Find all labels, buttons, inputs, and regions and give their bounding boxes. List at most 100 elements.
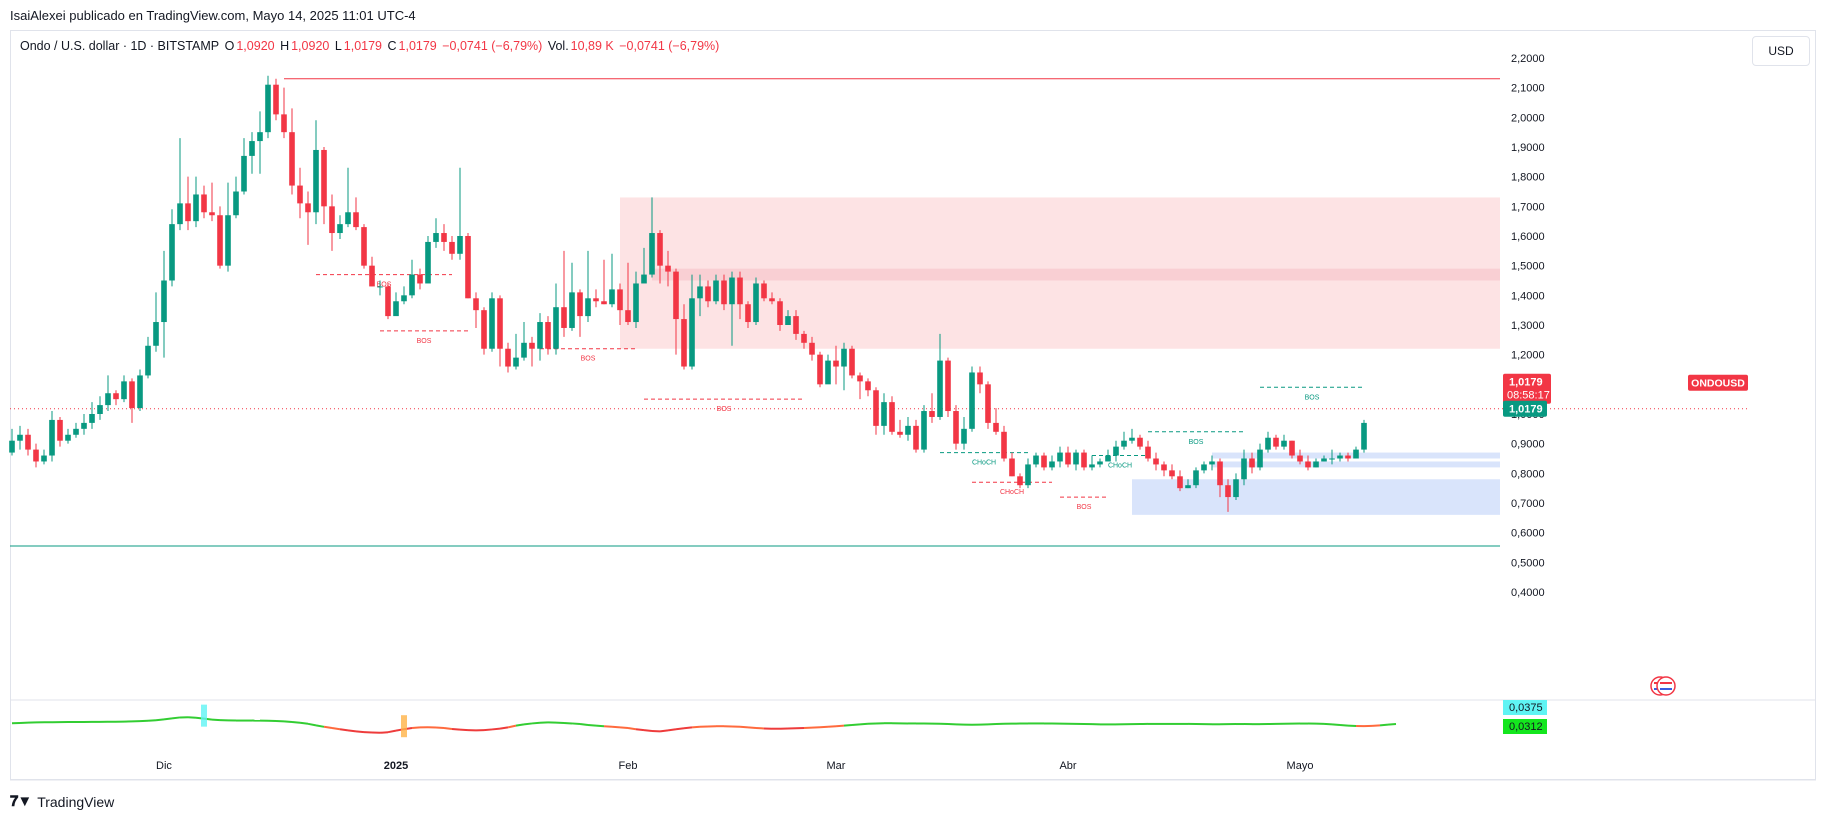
oscillator-segment bbox=[163, 717, 173, 721]
candle-body bbox=[529, 342, 535, 349]
structure-label: BOS bbox=[1189, 439, 1204, 446]
candle-body bbox=[121, 381, 127, 400]
candle-body bbox=[217, 215, 223, 266]
candle bbox=[1049, 455, 1055, 471]
oscillator-segment bbox=[579, 723, 589, 726]
candle bbox=[793, 310, 799, 340]
candle-body bbox=[737, 277, 743, 305]
candle-body bbox=[841, 348, 847, 367]
candle bbox=[1097, 458, 1103, 468]
candle bbox=[441, 224, 447, 251]
candle-body bbox=[1353, 449, 1359, 459]
last-price-tag bbox=[1503, 373, 1551, 404]
candle-body bbox=[89, 414, 95, 423]
candle-body bbox=[1321, 458, 1327, 462]
candle-body bbox=[601, 301, 607, 305]
candle bbox=[305, 191, 311, 245]
oscillator-segment bbox=[379, 731, 389, 734]
candle bbox=[33, 443, 39, 468]
candle bbox=[481, 307, 487, 355]
candle-body bbox=[33, 449, 39, 462]
candle-body bbox=[97, 405, 103, 414]
x-tick-label: Mayo bbox=[1287, 760, 1314, 772]
candle-body bbox=[153, 322, 159, 346]
candle bbox=[961, 416, 967, 450]
candle-body bbox=[1097, 461, 1103, 465]
candle bbox=[209, 182, 215, 222]
y-tick-label: 0,7000 bbox=[1511, 498, 1545, 510]
candle-body bbox=[1065, 452, 1071, 465]
candle-body bbox=[745, 304, 751, 323]
candle-body bbox=[1305, 461, 1311, 468]
structure-label: BOS bbox=[417, 338, 432, 345]
candle-body bbox=[1169, 470, 1175, 477]
brand-name[interactable]: TradingView bbox=[37, 793, 115, 810]
candle bbox=[625, 262, 631, 325]
candle-body bbox=[825, 360, 831, 385]
candle-body bbox=[9, 440, 15, 453]
candle bbox=[689, 274, 695, 370]
structure-label: BOS bbox=[377, 282, 392, 289]
candle bbox=[985, 381, 991, 429]
candle-body bbox=[713, 280, 719, 302]
candle bbox=[457, 167, 463, 260]
candle bbox=[905, 416, 911, 441]
candle-body bbox=[169, 224, 175, 281]
candle bbox=[633, 271, 639, 328]
candle bbox=[1209, 455, 1215, 471]
candle bbox=[937, 333, 943, 420]
candle bbox=[489, 292, 495, 352]
candle bbox=[377, 280, 383, 296]
candle bbox=[1161, 461, 1167, 477]
symbol-title[interactable]: Ondo / U.S. dollar · 1D · BITSTAMP bbox=[20, 39, 220, 53]
oscillator-segment bbox=[523, 722, 533, 726]
oscillator-segment bbox=[1331, 723, 1341, 726]
candle-body bbox=[913, 425, 919, 450]
currency-button[interactable]: USD bbox=[1752, 36, 1810, 66]
y-tick-label: 1,9000 bbox=[1511, 142, 1545, 154]
y-tick-label: 0,8000 bbox=[1511, 468, 1545, 480]
candle bbox=[1201, 461, 1207, 474]
candle bbox=[521, 322, 527, 361]
candle-body bbox=[785, 316, 791, 325]
tradingview-logo-icon[interactable]: 𝟕▼ bbox=[10, 793, 32, 810]
candle-body bbox=[1081, 452, 1087, 468]
candle-body bbox=[1193, 470, 1199, 486]
candle bbox=[929, 393, 935, 423]
oscillator-segment bbox=[739, 725, 749, 729]
green-price-text: 1,0179 bbox=[1509, 404, 1543, 416]
candle bbox=[337, 215, 343, 239]
candle bbox=[137, 369, 143, 412]
candle bbox=[105, 375, 111, 412]
candle bbox=[1289, 440, 1295, 459]
candle-body bbox=[281, 114, 287, 133]
oscillator-segment bbox=[451, 727, 461, 731]
candle-body bbox=[1105, 455, 1111, 462]
candle bbox=[1321, 455, 1327, 462]
oscillator-segment bbox=[827, 725, 837, 728]
volume-value: 10,89 K bbox=[570, 39, 614, 53]
candle bbox=[1361, 419, 1367, 453]
oscillator-segment bbox=[339, 728, 349, 732]
candle bbox=[1177, 470, 1183, 492]
oscillator-tag-top bbox=[1503, 700, 1547, 715]
candle-body bbox=[273, 84, 279, 115]
candle bbox=[865, 378, 871, 397]
oscillator-segment bbox=[315, 724, 325, 728]
open-value: 1,0920 bbox=[236, 39, 275, 53]
y-tick-label: 1,2000 bbox=[1511, 350, 1545, 362]
candle bbox=[681, 304, 687, 370]
candle-body bbox=[225, 215, 231, 266]
candle-body bbox=[977, 372, 983, 385]
candle-body bbox=[1185, 485, 1191, 489]
candle-body bbox=[521, 342, 527, 358]
candle-body bbox=[569, 292, 575, 328]
candle-body bbox=[729, 277, 735, 305]
candle-body bbox=[1113, 446, 1119, 456]
y-tick-label: 1,5000 bbox=[1511, 261, 1545, 273]
candle bbox=[161, 250, 167, 358]
y-tick-label: 0,4000 bbox=[1511, 587, 1545, 599]
candle bbox=[369, 256, 375, 287]
candle-body bbox=[417, 274, 423, 284]
